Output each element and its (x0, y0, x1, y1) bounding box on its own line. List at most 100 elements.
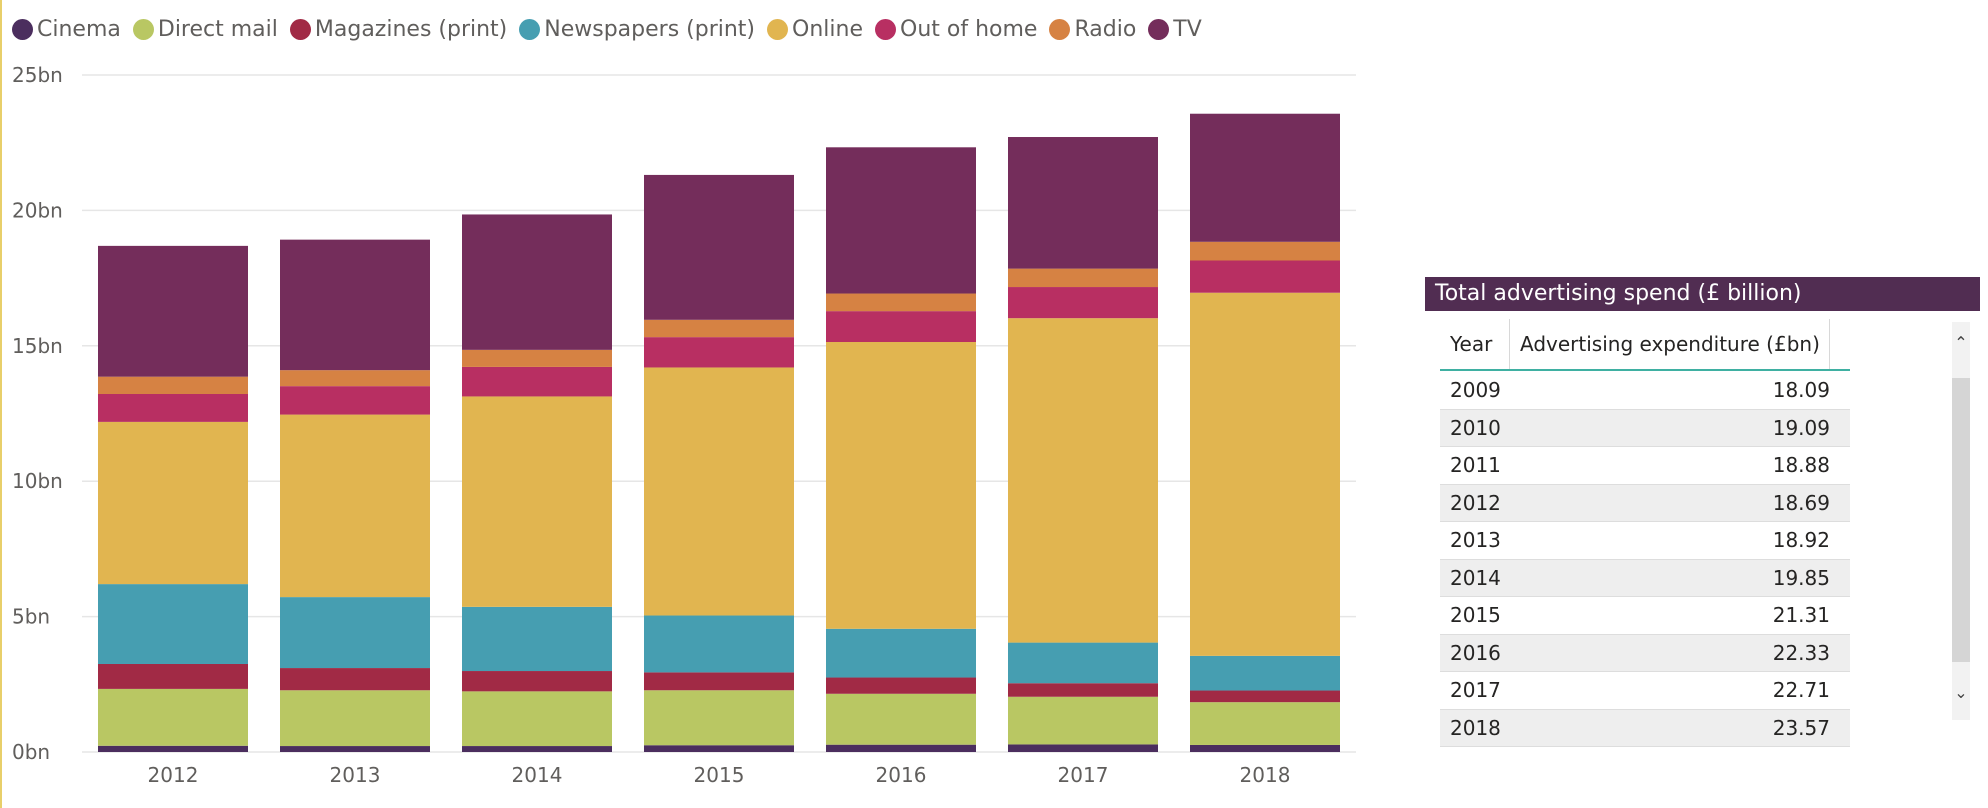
bar-magazines-print-2016[interactable] (826, 677, 976, 694)
x-tick-label: 2018 (1240, 763, 1291, 787)
y-tick-label: 20bn (12, 198, 63, 222)
bar-direct-mail-2017[interactable] (1008, 696, 1158, 745)
bar-magazines-print-2015[interactable] (644, 672, 794, 691)
bar-direct-mail-2018[interactable] (1190, 702, 1340, 745)
bar-newspapers-print-2014[interactable] (462, 606, 612, 672)
legend-item-online[interactable]: Online (767, 17, 863, 42)
bar-tv-2016[interactable] (826, 147, 976, 294)
table-title: Total advertising spend (£ billion) (1425, 277, 1980, 311)
table-row[interactable]: 2015 21.31 (1440, 597, 1850, 635)
bar-direct-mail-2013[interactable] (280, 690, 430, 747)
x-tick-label: 2013 (330, 763, 381, 787)
bar-out-of-home-2016[interactable] (826, 311, 976, 343)
bar-cinema-2015[interactable] (644, 745, 794, 752)
bar-newspapers-print-2013[interactable] (280, 597, 430, 669)
bar-newspapers-print-2018[interactable] (1190, 655, 1340, 691)
bar-tv-2017[interactable] (1008, 137, 1158, 269)
legend-dot-icon (289, 18, 311, 40)
bar-direct-mail-2015[interactable] (644, 690, 794, 746)
bar-online-2017[interactable] (1008, 318, 1158, 643)
bar-direct-mail-2012[interactable] (98, 688, 248, 746)
chevron-up-icon[interactable]: ⌃ (1954, 333, 1968, 352)
table-row[interactable]: 2011 18.88 (1440, 447, 1850, 485)
table-row[interactable]: 2017 22.71 (1440, 672, 1850, 710)
bar-out-of-home-2015[interactable] (644, 337, 794, 368)
bar-cinema-2016[interactable] (826, 744, 976, 752)
bar-tv-2013[interactable] (280, 239, 430, 371)
bar-newspapers-print-2015[interactable] (644, 615, 794, 673)
legend-dot-icon (1148, 18, 1170, 40)
bar-radio-2013[interactable] (280, 370, 430, 387)
bar-radio-2016[interactable] (826, 293, 976, 312)
table-scrollbar[interactable]: ⌃ ⌄ (1952, 322, 1970, 720)
bar-cinema-2012[interactable] (98, 745, 248, 752)
legend-dot-icon (519, 18, 541, 40)
legend-item-cinema[interactable]: Cinema (12, 17, 121, 42)
bar-newspapers-print-2012[interactable] (98, 584, 248, 664)
bar-cinema-2017[interactable] (1008, 744, 1158, 752)
cell-year: 2011 (1450, 453, 1501, 477)
table-row[interactable]: 2016 22.33 (1440, 634, 1850, 672)
legend-item-magazines-print[interactable]: Magazines (print) (289, 17, 507, 42)
legend-item-radio[interactable]: Radio (1049, 17, 1136, 42)
bar-magazines-print-2017[interactable] (1008, 683, 1158, 697)
legend-item-direct-mail[interactable]: Direct mail (132, 17, 278, 42)
legend-item-newspapers-print[interactable]: Newspapers (print) (519, 17, 755, 42)
table-row[interactable]: 2013 18.92 (1440, 522, 1850, 560)
scrollbar-thumb[interactable] (1952, 378, 1970, 662)
bar-direct-mail-2014[interactable] (462, 691, 612, 747)
bar-tv-2015[interactable] (644, 174, 794, 320)
bar-online-2018[interactable] (1190, 292, 1340, 656)
bar-tv-2018[interactable] (1190, 113, 1340, 242)
bar-cinema-2018[interactable] (1190, 744, 1340, 752)
bar-out-of-home-2012[interactable] (98, 394, 248, 422)
bar-radio-2017[interactable] (1008, 268, 1158, 288)
bar-magazines-print-2014[interactable] (462, 671, 612, 692)
table-header-row: Year Advertising expenditure (£bn) (1440, 319, 1850, 371)
cell-year: 2014 (1450, 565, 1501, 590)
table-row[interactable]: 2018 23.57 (1440, 709, 1850, 747)
bar-online-2012[interactable] (98, 421, 248, 585)
spend-table-panel: Total advertising spend (£ billion) Year… (1425, 277, 1980, 747)
cell-year: 2018 (1450, 715, 1501, 740)
y-tick-label: 0bn (12, 740, 50, 764)
bar-out-of-home-2018[interactable] (1190, 260, 1340, 293)
cell-expenditure: 18.69 (1772, 490, 1830, 515)
table-row[interactable]: 2012 18.69 (1440, 484, 1850, 522)
column-header-year[interactable]: Year (1440, 319, 1510, 369)
bar-online-2013[interactable] (280, 414, 430, 598)
legend-item-tv[interactable]: TV (1148, 17, 1202, 42)
bar-online-2015[interactable] (644, 367, 794, 616)
bar-direct-mail-2016[interactable] (826, 693, 976, 745)
table-row[interactable]: 2014 19.85 (1440, 559, 1850, 597)
bar-cinema-2013[interactable] (280, 746, 430, 752)
bar-newspapers-print-2017[interactable] (1008, 642, 1158, 684)
bar-radio-2018[interactable] (1190, 241, 1340, 261)
bar-out-of-home-2013[interactable] (280, 386, 430, 415)
cell-year: 2017 (1450, 678, 1501, 702)
table-row[interactable]: 2010 19.09 (1440, 409, 1850, 447)
bar-magazines-print-2013[interactable] (280, 668, 430, 691)
legend-label: Newspapers (print) (544, 16, 756, 42)
table-row[interactable]: 2009 18.09 (1440, 372, 1850, 410)
chevron-down-icon[interactable]: ⌄ (1954, 683, 1968, 702)
bar-radio-2012[interactable] (98, 376, 248, 395)
bar-radio-2015[interactable] (644, 319, 794, 338)
cell-expenditure: 19.85 (1772, 565, 1830, 590)
bar-cinema-2014[interactable] (462, 746, 612, 752)
bar-newspapers-print-2016[interactable] (826, 628, 976, 678)
bar-online-2014[interactable] (462, 396, 612, 607)
bar-tv-2012[interactable] (98, 245, 248, 377)
bar-out-of-home-2014[interactable] (462, 366, 612, 397)
bar-magazines-print-2012[interactable] (98, 663, 248, 689)
legend-label: Cinema (37, 16, 121, 42)
bar-online-2016[interactable] (826, 342, 976, 629)
legend-item-out-of-home[interactable]: Out of home (875, 17, 1037, 42)
bar-radio-2014[interactable] (462, 349, 612, 367)
bar-tv-2014[interactable] (462, 214, 612, 350)
column-header-expenditure[interactable]: Advertising expenditure (£bn) (1510, 319, 1830, 369)
bar-out-of-home-2017[interactable] (1008, 287, 1158, 319)
bar-magazines-print-2018[interactable] (1190, 690, 1340, 703)
chart-legend: Cinema Direct mail Magazines (print) Newspa… (12, 14, 1214, 44)
